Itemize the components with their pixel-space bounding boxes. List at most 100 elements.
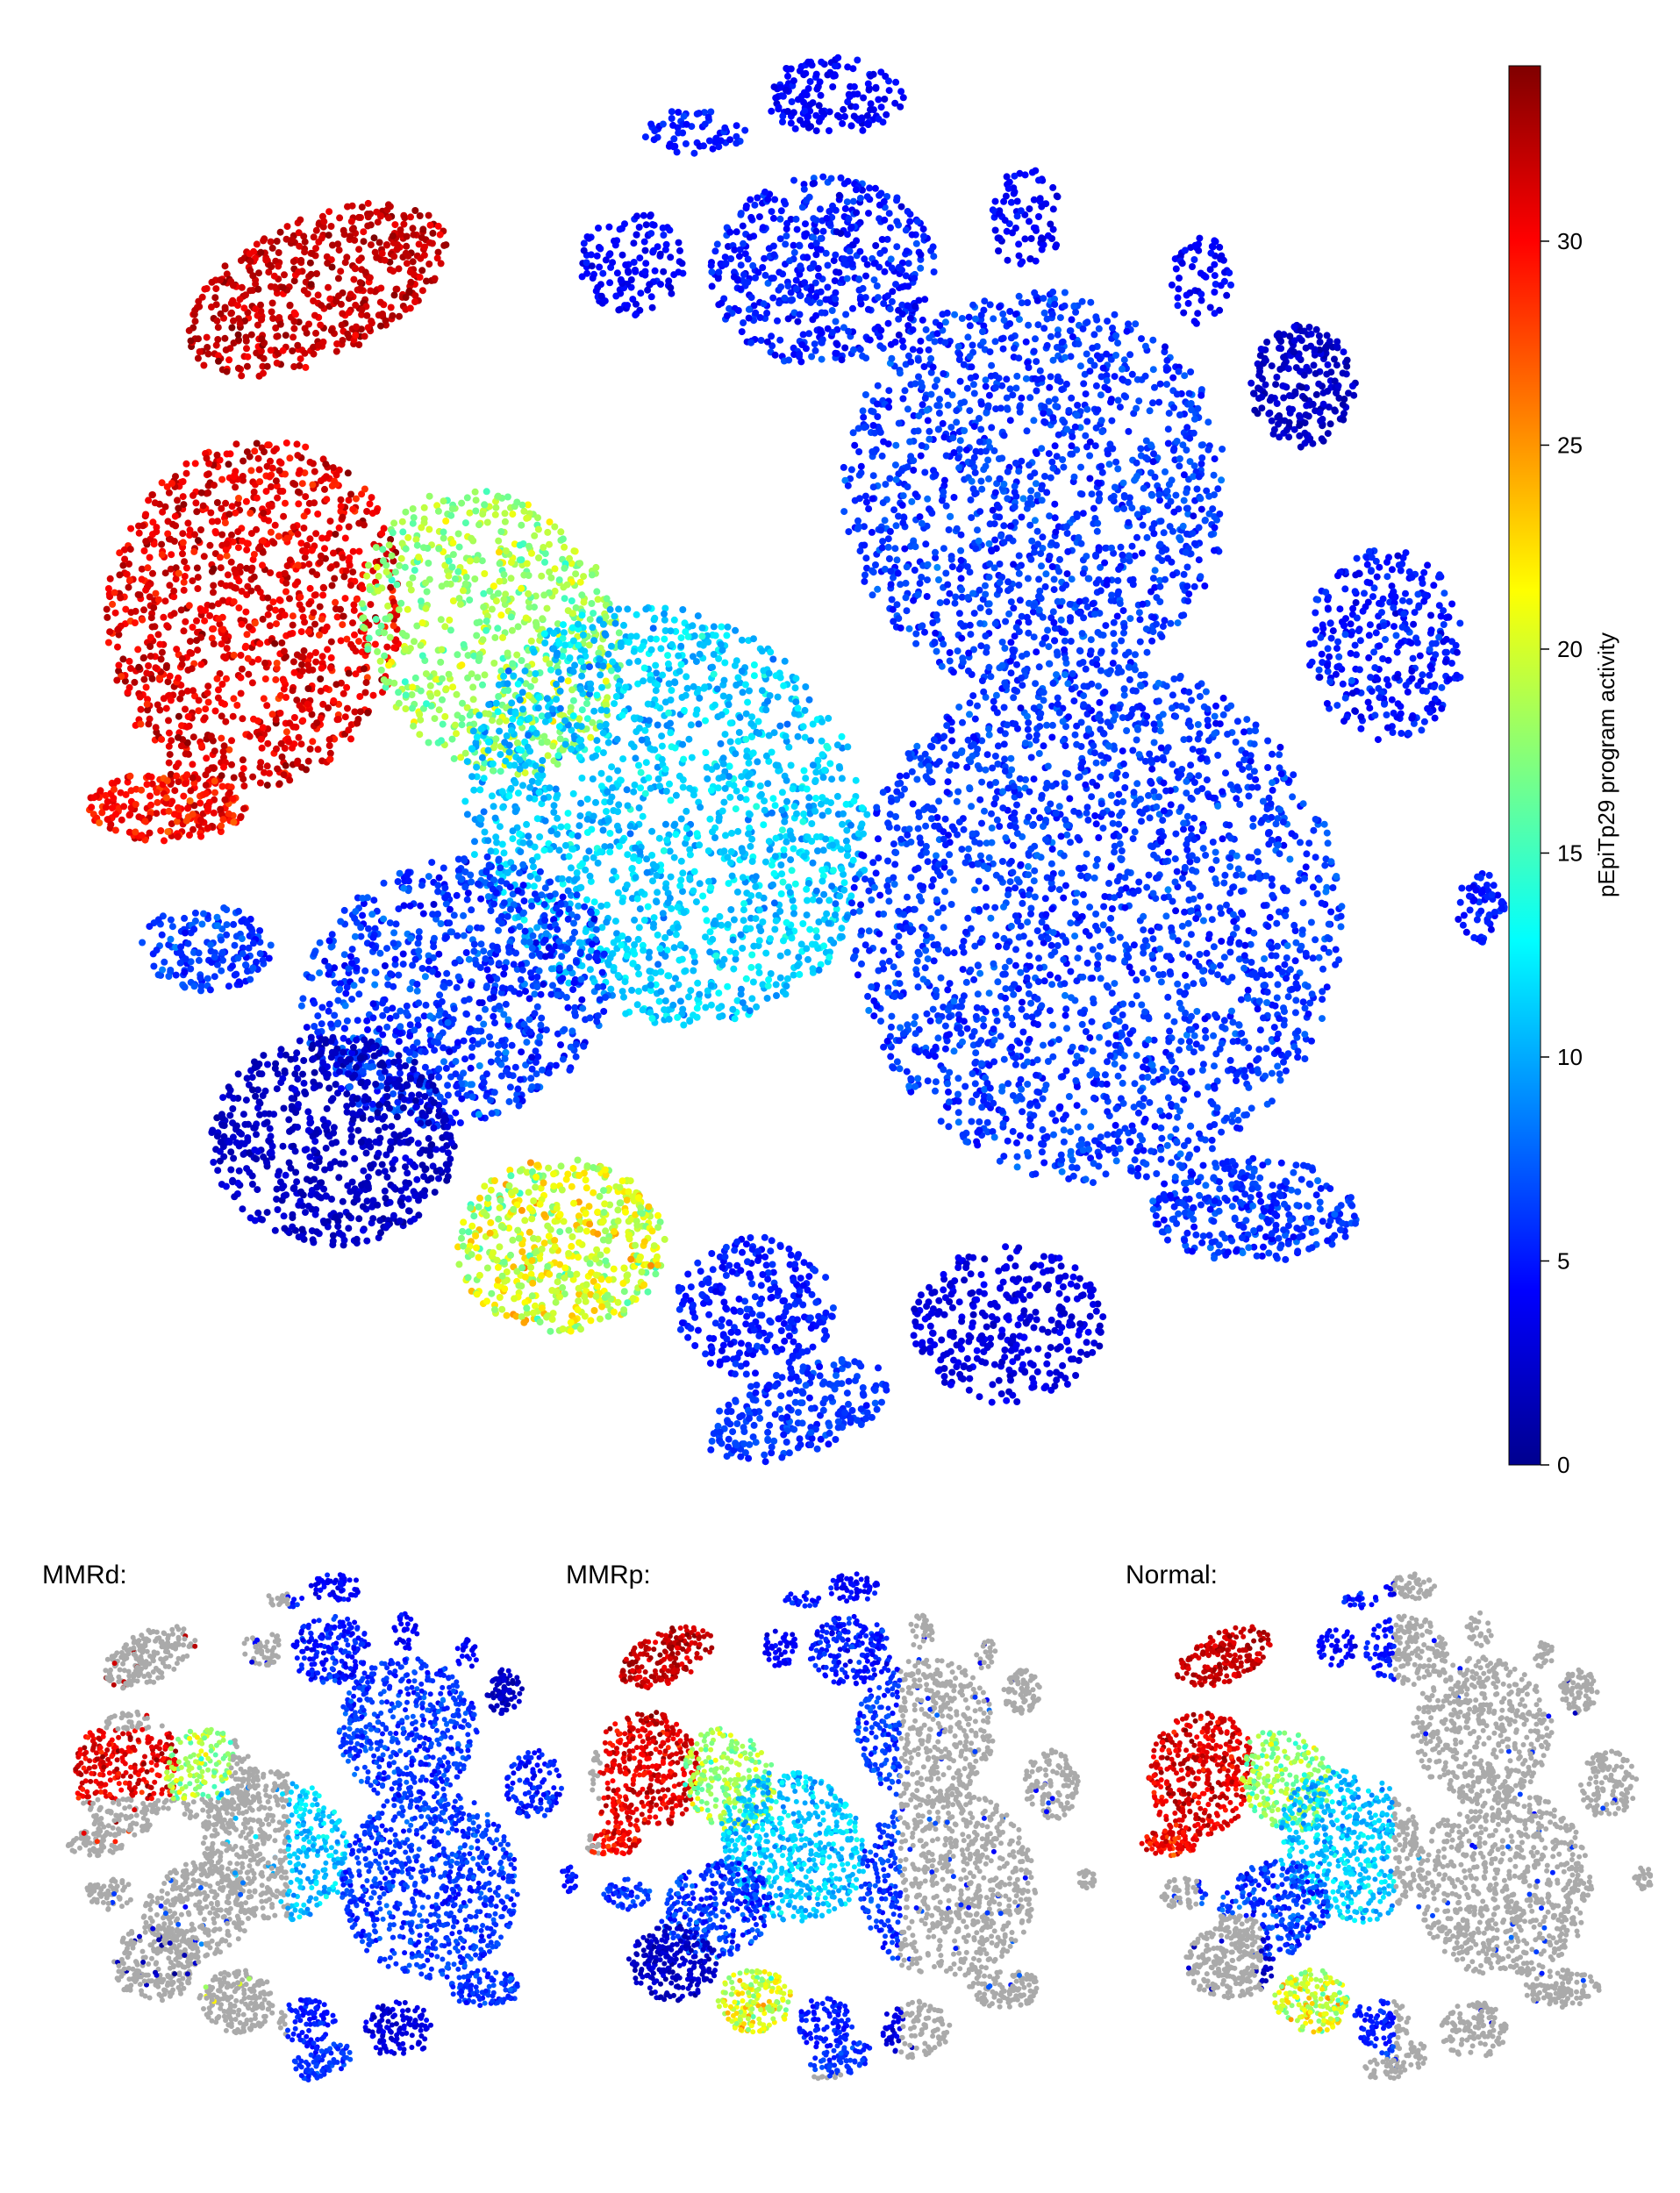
scatter-point bbox=[358, 600, 366, 608]
scatter-point bbox=[252, 280, 260, 288]
scatter-point bbox=[454, 568, 462, 575]
scatter-point bbox=[142, 683, 150, 691]
scatter-point bbox=[341, 534, 349, 542]
scatter-point bbox=[222, 718, 230, 725]
scatter-point bbox=[519, 839, 527, 846]
scatter-point bbox=[495, 693, 503, 700]
scatter-point bbox=[280, 771, 288, 779]
scatter-point bbox=[578, 591, 586, 599]
scatter-point bbox=[597, 671, 604, 679]
scatter-point bbox=[278, 753, 286, 761]
scatter-point bbox=[782, 990, 790, 998]
scatter-point bbox=[548, 705, 556, 713]
scatter-point bbox=[528, 1257, 536, 1265]
scatter-point bbox=[582, 866, 590, 874]
scatter-point bbox=[652, 1270, 660, 1278]
scatter-point bbox=[330, 696, 338, 704]
scatter-point bbox=[347, 290, 354, 298]
scatter-point bbox=[359, 585, 367, 593]
scatter-point bbox=[677, 857, 685, 865]
scatter-point bbox=[730, 916, 738, 924]
scatter-point bbox=[495, 1215, 503, 1223]
scatter-point bbox=[179, 530, 187, 538]
scatter-point bbox=[445, 572, 453, 580]
scatter-point bbox=[679, 740, 687, 748]
scatter-point bbox=[262, 488, 270, 496]
scatter-point bbox=[677, 642, 685, 650]
scatter-point bbox=[599, 826, 607, 834]
scatter-point bbox=[650, 914, 658, 922]
scatter-point bbox=[670, 616, 678, 624]
scatter-point bbox=[468, 773, 475, 781]
scatter-point bbox=[298, 661, 305, 668]
scatter-point bbox=[603, 808, 610, 815]
scatter-point bbox=[119, 655, 127, 663]
scatter-point bbox=[322, 684, 330, 692]
scatter-point bbox=[143, 700, 151, 708]
scatter-point bbox=[934, 1034, 942, 1042]
scatter-point bbox=[645, 774, 653, 782]
scatter-point bbox=[582, 1176, 590, 1184]
scatter-point bbox=[648, 852, 656, 859]
scatter-point bbox=[740, 900, 748, 908]
scatter-point bbox=[318, 534, 326, 542]
scatter-point bbox=[235, 604, 243, 611]
scatter-point bbox=[546, 784, 554, 792]
scatter-point bbox=[711, 632, 719, 639]
scatter-point bbox=[609, 658, 617, 666]
scatter-point bbox=[375, 587, 382, 595]
scatter-point bbox=[498, 788, 506, 796]
scatter-point bbox=[480, 604, 488, 611]
scatter-point bbox=[633, 611, 640, 618]
scatter-point bbox=[736, 794, 744, 802]
scatter-point bbox=[179, 550, 186, 558]
scatter-point bbox=[649, 625, 657, 632]
scatter-point bbox=[574, 620, 582, 628]
scatter-point bbox=[583, 1162, 591, 1170]
scatter-point bbox=[624, 851, 632, 859]
scatter-point bbox=[296, 242, 304, 250]
scatter-point bbox=[355, 341, 363, 348]
scatter-point bbox=[739, 847, 747, 855]
scatter-point bbox=[246, 250, 254, 258]
scatter-point bbox=[618, 932, 626, 939]
scatter-point bbox=[674, 904, 682, 911]
scatter-point bbox=[556, 735, 564, 743]
scatter-point bbox=[647, 975, 654, 982]
scatter-point bbox=[283, 534, 291, 542]
main-tsne-panel bbox=[86, 54, 1508, 1466]
scatter-point bbox=[538, 572, 546, 580]
scatter-point bbox=[243, 546, 251, 554]
scatter-point bbox=[561, 641, 569, 649]
scatter-point bbox=[737, 990, 745, 998]
scatter-point bbox=[344, 330, 352, 338]
scatter-point bbox=[667, 729, 675, 737]
scatter-point bbox=[393, 245, 401, 253]
scatter-point bbox=[185, 326, 193, 334]
scatter-point bbox=[783, 776, 790, 784]
scatter-point bbox=[192, 499, 200, 507]
scatter-point bbox=[314, 746, 322, 754]
scatter-point bbox=[468, 534, 475, 542]
scatter-point bbox=[239, 756, 247, 764]
scatter-point bbox=[551, 587, 559, 595]
scatter-point bbox=[451, 721, 459, 729]
scatter-point bbox=[312, 329, 319, 337]
scatter-point bbox=[492, 699, 500, 707]
scatter-point bbox=[305, 561, 313, 568]
scatter-point bbox=[304, 757, 312, 765]
scatter-point bbox=[718, 623, 726, 631]
scatter-point bbox=[197, 832, 205, 840]
scatter-point bbox=[570, 1199, 577, 1207]
scatter-point bbox=[726, 738, 734, 746]
scatter-point bbox=[340, 231, 348, 239]
scatter-point bbox=[684, 632, 692, 640]
scatter-point bbox=[790, 803, 798, 811]
scatter-point bbox=[533, 924, 541, 932]
scatter-point bbox=[707, 1001, 715, 1009]
scatter-point bbox=[568, 746, 575, 753]
scatter-point bbox=[195, 696, 203, 704]
scatter-point bbox=[635, 804, 643, 811]
scatter-point bbox=[463, 811, 471, 818]
scatter-point bbox=[672, 931, 680, 939]
